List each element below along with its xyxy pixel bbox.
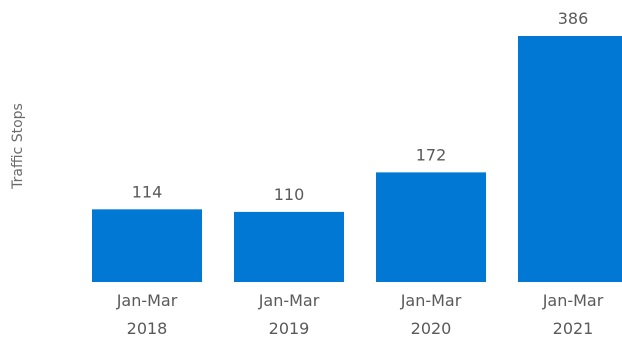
bar-1 (234, 211, 344, 282)
bar-0 (92, 209, 202, 282)
data-label-3: 386 (558, 9, 589, 28)
y-axis-label: Traffic Stops (10, 103, 26, 190)
x-axis-tick-labels: Jan-Mar 2018 Jan-Mar 2019 Jan-Mar 2020 Jan-Mar… (116, 291, 604, 338)
x-tick-label-1-line-1: 2019 (269, 319, 310, 338)
data-label-2: 172 (416, 145, 447, 164)
data-label-0: 114 (132, 182, 163, 201)
bar-3 (518, 36, 622, 282)
bars-group (92, 36, 622, 282)
x-tick-label-2-line-1: 2020 (411, 319, 452, 338)
x-tick-label-3-line-0: Jan-Mar (542, 291, 604, 310)
data-label-1: 110 (274, 185, 305, 204)
bar-2 (376, 172, 486, 282)
x-tick-label-2-line-0: Jan-Mar (400, 291, 462, 310)
x-tick-label-0-line-0: Jan-Mar (116, 291, 178, 310)
x-tick-label-1-line-0: Jan-Mar (258, 291, 320, 310)
x-tick-label-0-line-1: 2018 (127, 319, 168, 338)
value-labels-group: 114 110 172 386 (132, 9, 589, 204)
x-tick-label-3-line-1: 2021 (553, 319, 594, 338)
